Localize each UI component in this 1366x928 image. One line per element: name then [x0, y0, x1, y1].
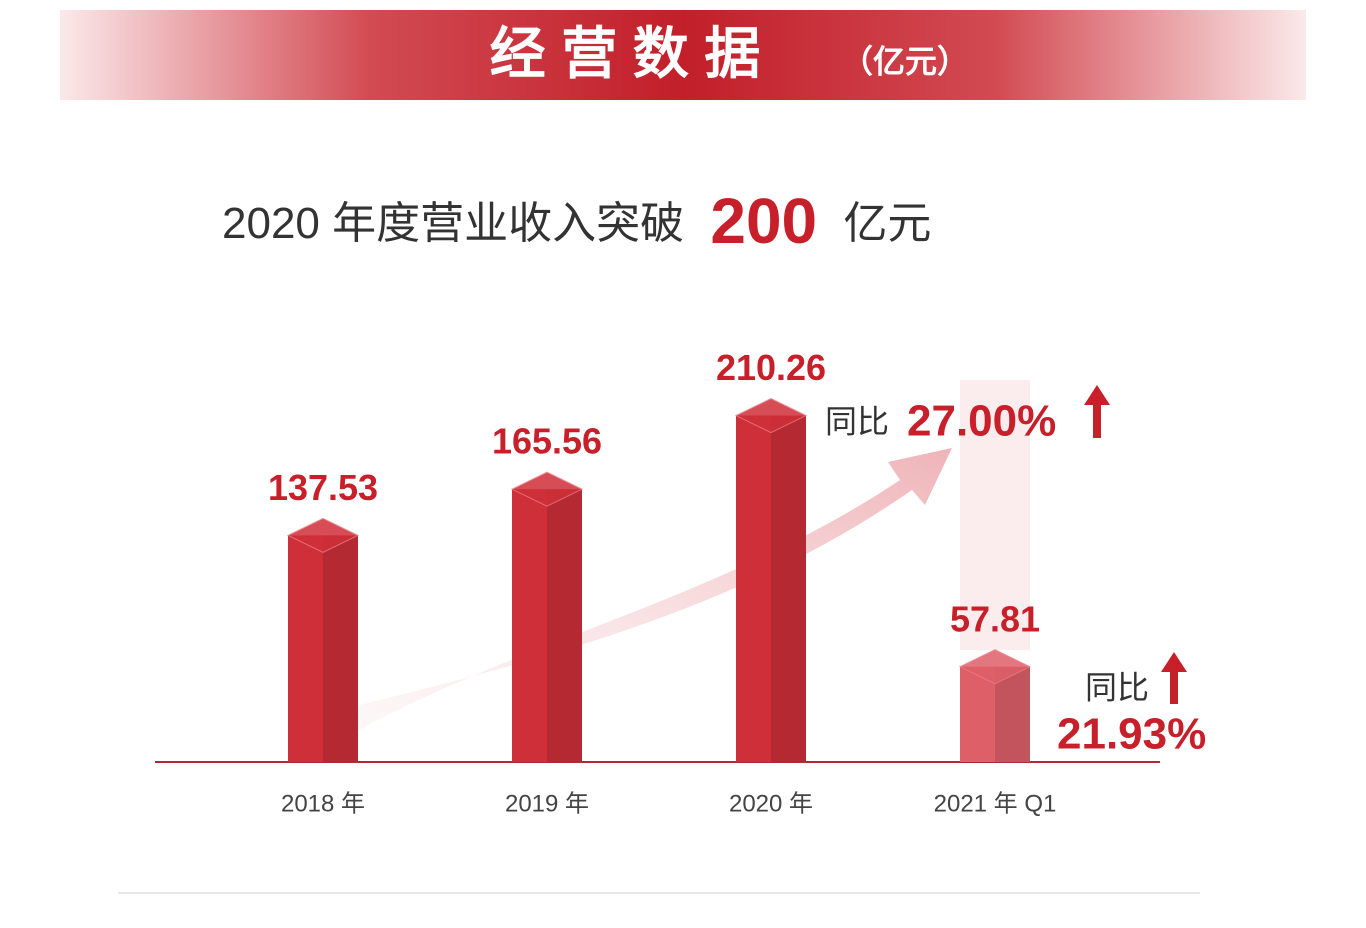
bar: [288, 535, 358, 762]
trend-arrow: [350, 448, 952, 735]
bar: [736, 415, 806, 762]
value-label: 137.53: [268, 467, 378, 508]
annotation-change: 27.00%: [907, 397, 1056, 446]
x-tick-label: 2019 年: [505, 790, 589, 817]
bar-top: [510, 471, 584, 507]
glow: [960, 380, 1030, 650]
x-tick-label: 2021 年 Q1: [934, 790, 1057, 817]
bar: [512, 489, 582, 762]
annotation-label: 同比: [825, 403, 889, 439]
value-label: 210.26: [716, 347, 826, 388]
value-label: 57.81: [950, 598, 1040, 639]
bar-shade: [547, 489, 582, 762]
up-arrow: [1084, 385, 1110, 438]
x-tick-label: 2018 年: [281, 790, 365, 817]
header-title: 经 营 数 据: [490, 22, 761, 85]
subtitle-text: 2020 年度营业收入突破: [222, 199, 684, 248]
header-unit: （亿元）: [841, 43, 969, 79]
bar-top: [286, 517, 360, 553]
annotation-label: 同比: [1085, 669, 1149, 705]
annotation-change: 21.93%: [1057, 710, 1206, 759]
x-tick-label: 2020 年: [729, 790, 813, 817]
bar-top: [958, 649, 1032, 685]
up-arrow: [1161, 652, 1187, 704]
bar-shade: [995, 666, 1030, 762]
subtitle: 2020 年度营业收入突破 200 亿元: [222, 185, 931, 257]
value-label: 165.56: [492, 421, 602, 462]
bar-shade: [323, 535, 358, 762]
bar-shade: [771, 415, 806, 762]
header-band: [60, 10, 1306, 100]
subtitle-text: 亿元: [843, 199, 931, 248]
bar-top: [734, 397, 808, 434]
subtitle-highlight: 200: [710, 185, 817, 257]
